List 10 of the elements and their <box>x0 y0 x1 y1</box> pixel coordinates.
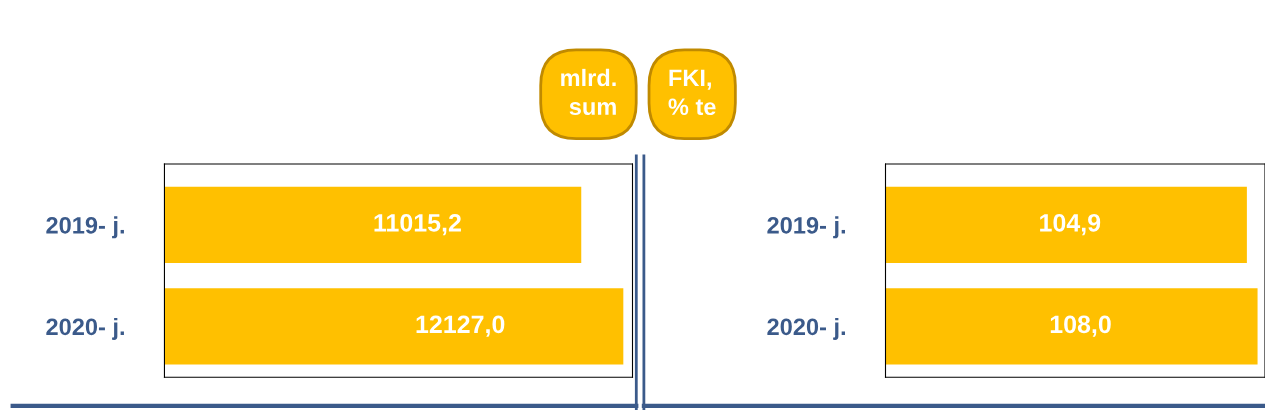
chart-title: mlrd. sum <box>561 68 616 116</box>
data-label: 11015,2 <box>374 213 461 236</box>
text: FKI, % te <box>668 69 716 116</box>
y-tick-label: 2019- j. <box>767 216 845 239</box>
data-label: 12127,0 <box>416 315 505 337</box>
data-label: 108,0 <box>1050 315 1111 337</box>
y-tick-label: 2020- j. <box>767 317 845 340</box>
data-label: 104,9 <box>1040 213 1101 236</box>
y-tick-label: 2020- j. <box>46 317 124 340</box>
y-tick-label: 2019- j. <box>46 216 124 239</box>
